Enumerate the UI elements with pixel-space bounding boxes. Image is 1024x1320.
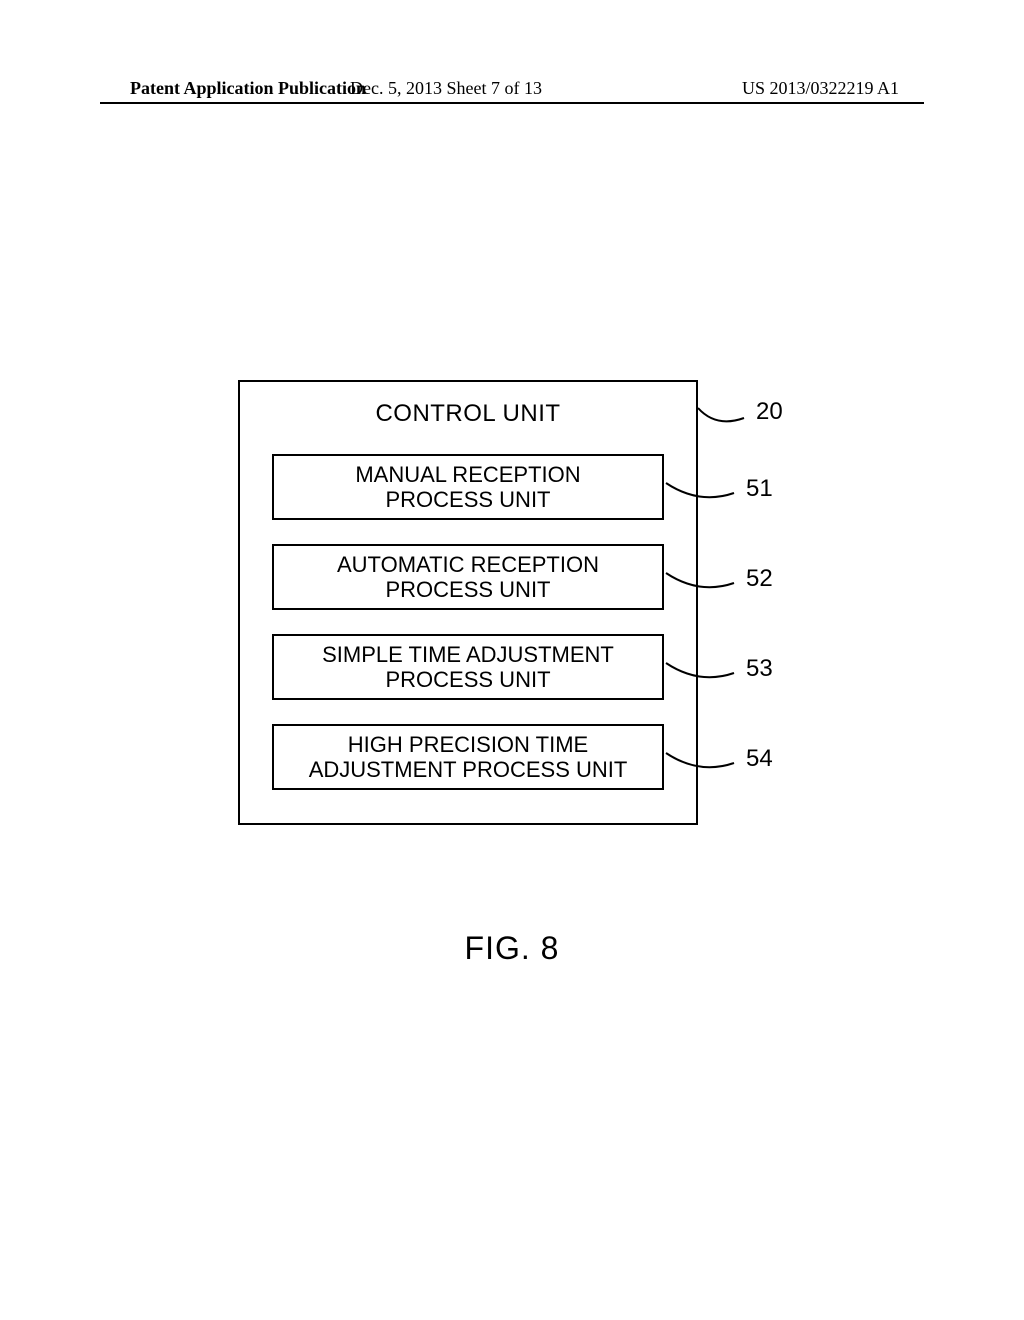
automatic-reception-label: AUTOMATIC RECEPTION PROCESS UNIT: [337, 552, 599, 603]
manual-reception-label: MANUAL RECEPTION PROCESS UNIT: [355, 462, 580, 513]
figure-caption: FIG. 8: [0, 930, 1024, 967]
ref-52: 52: [746, 565, 773, 593]
simple-time-adjustment-label: SIMPLE TIME ADJUSTMENT PROCESS UNIT: [322, 642, 614, 693]
ref-20: 20: [756, 398, 783, 426]
page-header: Patent Application Publication Dec. 5, 2…: [0, 78, 1024, 99]
header-right: US 2013/0322219 A1: [742, 78, 899, 99]
header-center: Dec. 5, 2013 Sheet 7 of 13: [350, 78, 542, 99]
ref-54: 54: [746, 745, 773, 773]
automatic-reception-box: AUTOMATIC RECEPTION PROCESS UNIT: [272, 544, 664, 610]
ref-51: 51: [746, 475, 773, 503]
control-unit-title: CONTROL UNIT: [238, 400, 698, 428]
simple-time-adjustment-box: SIMPLE TIME ADJUSTMENT PROCESS UNIT: [272, 634, 664, 700]
high-precision-time-adjustment-label: HIGH PRECISION TIME ADJUSTMENT PROCESS U…: [309, 732, 628, 783]
header-rule: [100, 102, 924, 104]
header-left: Patent Application Publication: [130, 78, 366, 99]
leader-20: [696, 400, 756, 430]
high-precision-time-adjustment-box: HIGH PRECISION TIME ADJUSTMENT PROCESS U…: [272, 724, 664, 790]
manual-reception-box: MANUAL RECEPTION PROCESS UNIT: [272, 454, 664, 520]
ref-53: 53: [746, 655, 773, 683]
control-unit-diagram: CONTROL UNIT MANUAL RECEPTION PROCESS UN…: [238, 380, 698, 825]
